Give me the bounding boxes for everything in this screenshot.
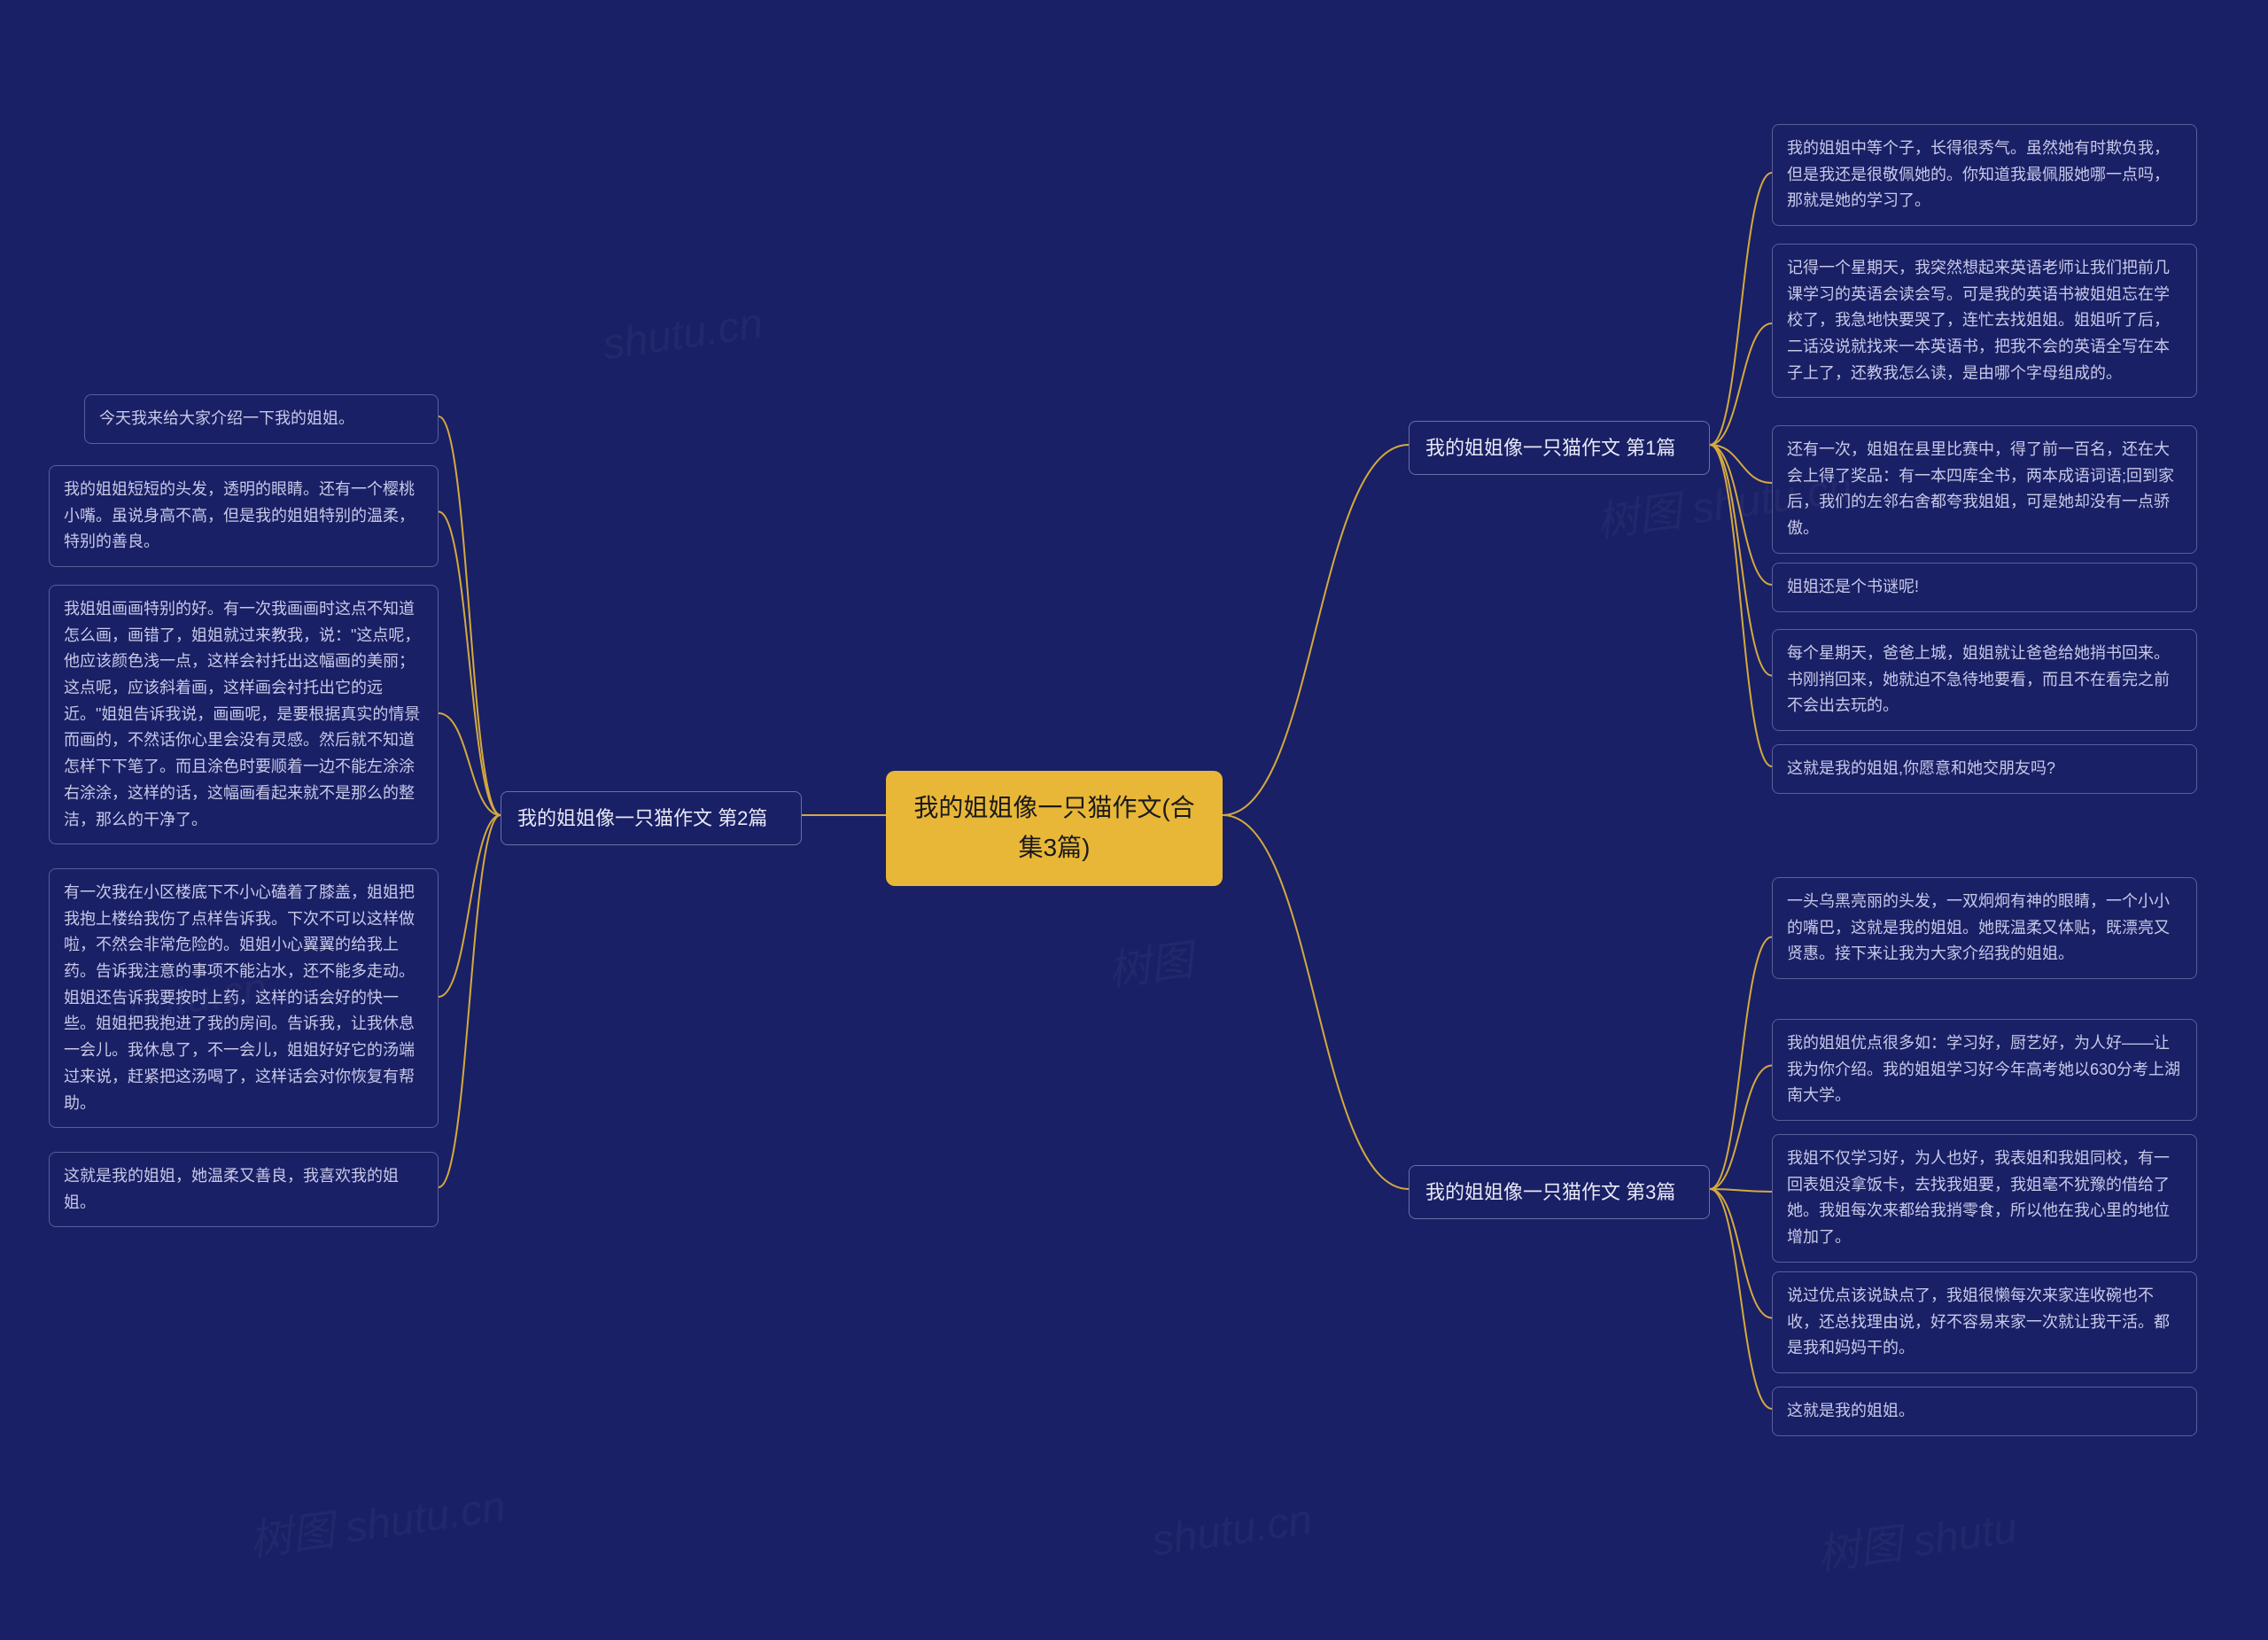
leaf-node: 我的姐姐优点很多如：学习好，厨艺好，为人好——让我为你介绍。我的姐姐学习好今年高… [1772,1019,2197,1121]
leaf-node: 说过优点该说缺点了，我姐很懒每次来家连收碗也不收，还总找理由说，好不容易来家一次… [1772,1271,2197,1373]
branch-node: 我的姐姐像一只猫作文 第1篇 [1409,421,1710,475]
leaf-node: 这就是我的姐姐。 [1772,1387,2197,1436]
branch-node: 我的姐姐像一只猫作文 第2篇 [501,791,802,845]
leaf-node: 我的姐姐短短的头发，透明的眼睛。还有一个樱桃小嘴。虽说身高不高，但是我的姐姐特别… [49,465,439,567]
branch-node: 我的姐姐像一只猫作文 第3篇 [1409,1165,1710,1219]
watermark: shutu.cn [1149,1496,1315,1566]
leaf-node: 每个星期天，爸爸上城，姐姐就让爸爸给她捎书回来。书刚捎回来，她就迫不急待地要看，… [1772,629,2197,731]
mindmap-root: 我的姐姐像一只猫作文(合集3篇) [886,771,1223,886]
leaf-node: 今天我来给大家介绍一下我的姐姐。 [84,394,439,444]
leaf-node: 一头乌黑亮丽的头发，一双炯炯有神的眼睛，一个小小的嘴巴，这就是我的姐姐。她既温柔… [1772,877,2197,979]
watermark: 树图 [1104,925,1197,999]
watermark: 树图 shutu [1813,1493,2020,1582]
leaf-node: 有一次我在小区楼底下不小心磕着了膝盖，姐姐把我抱上楼给我伤了点样告诉我。下次不可… [49,868,439,1128]
leaf-node: 这就是我的姐姐,你愿意和她交朋友吗? [1772,744,2197,794]
watermark: 树图 shutu.cn [245,1471,509,1568]
leaf-node: 还有一次，姐姐在县里比赛中，得了前一百名，还在大会上得了奖品：有一本四库全书，两… [1772,425,2197,554]
leaf-node: 我的姐姐中等个子，长得很秀气。虽然她有时欺负我，但是我还是很敬佩她的。你知道我最… [1772,124,2197,226]
watermark: shutu.cn [600,299,765,370]
leaf-node: 这就是我的姐姐，她温柔又善良，我喜欢我的姐姐。 [49,1152,439,1227]
leaf-node: 我姐姐画画特别的好。有一次我画画时这点不知道怎么画，画错了，姐姐就过来教我，说：… [49,585,439,844]
leaf-node: 记得一个星期天，我突然想起来英语老师让我们把前几课学习的英语会读会写。可是我的英… [1772,244,2197,398]
leaf-node: 我姐不仅学习好，为人也好，我表姐和我姐同校，有一回表姐没拿饭卡，去找我姐要，我姐… [1772,1134,2197,1263]
leaf-node: 姐姐还是个书谜呢! [1772,563,2197,612]
